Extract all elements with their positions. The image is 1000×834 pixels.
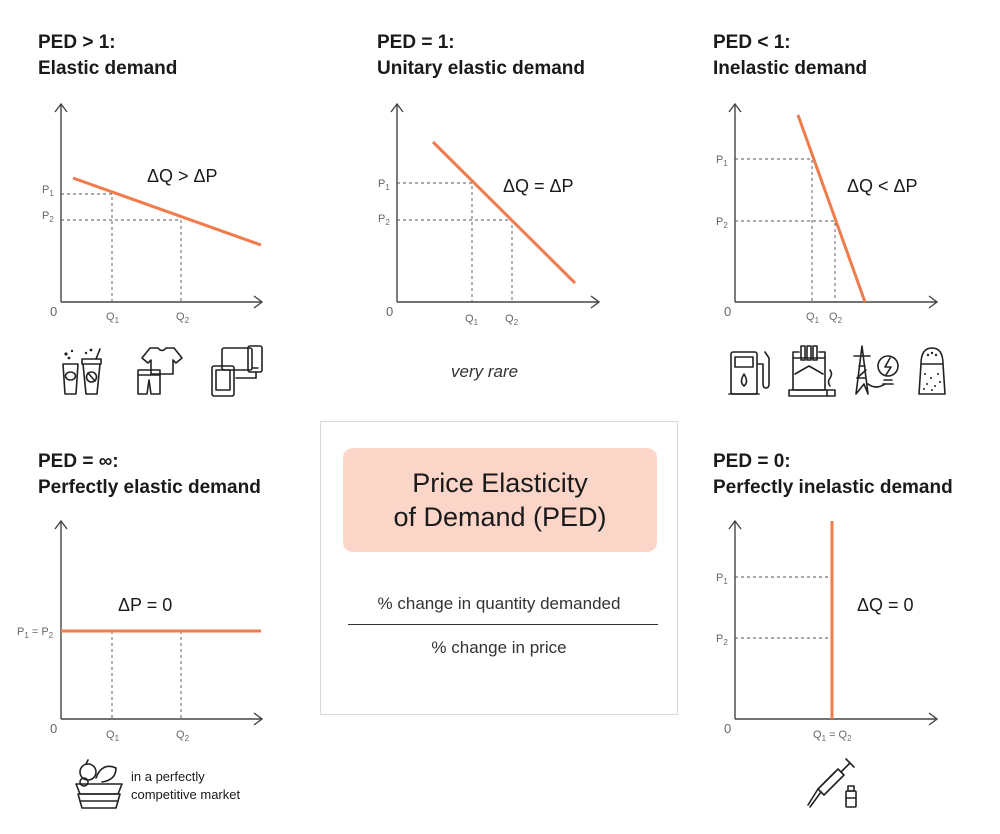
market-note-line2: competitive market — [131, 787, 241, 802]
clothing-icon — [134, 344, 184, 396]
elastic-panel-title: PED > 1: Elastic demand — [38, 30, 177, 82]
perfectly-inelastic-q-label: Q1 = Q2 — [813, 729, 852, 743]
elastic-p2-guide — [61, 219, 182, 302]
perfectly-inelastic-y-axis-arrow — [728, 519, 742, 530]
electricity-icon — [852, 344, 904, 398]
inelastic-origin-label: 0 — [724, 304, 731, 319]
ped-fraction-bar — [348, 624, 658, 625]
perfectly-inelastic-ped-label: PED = 0: — [713, 451, 791, 472]
unitary-ped-label: PED = 1: — [377, 32, 455, 53]
perfectly-inelastic-p2-label: P2 — [716, 633, 728, 647]
elastic-demand-curve — [72, 176, 262, 247]
unitary-origin-label: 0 — [386, 304, 393, 319]
perfectly-inelastic-origin-label: 0 — [724, 721, 731, 736]
elastic-relation-label: ΔQ > ΔP — [147, 166, 218, 186]
electronics-devices-icon — [208, 344, 266, 398]
inelastic-relation-label: ΔQ < ΔP — [847, 176, 918, 196]
unitary-p2-guide — [397, 219, 513, 302]
ped-numerator: % change in quantity demanded — [377, 594, 621, 613]
perfectly-elastic-q1-label: Q1 — [106, 729, 120, 743]
unitary-y-axis-arrow — [390, 102, 404, 113]
ped-title-box: Price Elasticity of Demand (PED) — [343, 448, 657, 552]
unitary-demand-label: Unitary elastic demand — [377, 58, 586, 79]
elastic-x-axis-arrow — [253, 295, 264, 309]
ped-denominator: % change in price — [431, 638, 567, 657]
market-note-line1: in a perfectly — [131, 769, 205, 784]
unitary-note: very rare — [451, 362, 519, 381]
unitary-x-axis-arrow — [590, 295, 601, 309]
cigarettes-icon — [787, 344, 837, 398]
perfectly-elastic-ped-label: PED = ∞: — [38, 451, 119, 472]
perfectly-elastic-panel-title: PED = ∞: Perfectly elastic demand — [38, 449, 261, 501]
inelastic-y-axis-arrow — [728, 102, 742, 113]
inelastic-x-axis-arrow — [928, 295, 939, 309]
inelastic-q2-label: Q2 — [829, 311, 843, 325]
inelastic-p1-label: P1 — [716, 154, 728, 168]
perfectly-elastic-y-axis-arrow — [54, 519, 68, 530]
unitary-p1-label: P1 — [378, 178, 390, 192]
elastic-q1-label: Q1 — [106, 311, 120, 325]
inelastic-ped-label: PED < 1: — [713, 32, 791, 53]
perfectly-elastic-demand-label: Perfectly elastic demand — [38, 477, 261, 498]
unitary-panel-title: PED = 1: Unitary elastic demand — [377, 30, 585, 82]
perfectly-inelastic-panel-title: PED = 0: Perfectly inelastic demand — [713, 449, 953, 501]
elastic-demand-label: Elastic demand — [38, 58, 178, 79]
elastic-origin-label: 0 — [50, 304, 57, 319]
perfectly-inelastic-demand-label: Perfectly inelastic demand — [713, 477, 953, 498]
salt-shaker-icon — [913, 344, 951, 398]
unitary-p2-label: P2 — [378, 213, 390, 227]
perfectly-elastic-p-label: P1 = P2 — [17, 626, 54, 640]
market-note: in a perfectly competitive market — [131, 768, 240, 804]
inelastic-p1-guide — [735, 158, 813, 302]
perfectly-elastic-x-axis-arrow — [253, 712, 264, 726]
perfectly-elastic-relation-label: ΔP = 0 — [118, 595, 172, 615]
unitary-p1-guide — [397, 182, 473, 302]
perfectly-inelastic-p1-label: P1 — [716, 572, 728, 586]
inelastic-p2-label: P2 — [716, 216, 728, 230]
perfectly-elastic-origin-label: 0 — [50, 721, 57, 736]
perfectly-elastic-q2-label: Q2 — [176, 729, 190, 743]
ped-formula-box: Price Elasticity of Demand (PED) % chang… — [320, 421, 678, 715]
ped-title-line2: of Demand (PED) — [393, 502, 607, 532]
unitary-relation-label: ΔQ = ΔP — [503, 176, 574, 196]
unitary-q2-label: Q2 — [505, 313, 519, 327]
unitary-q1-label: Q1 — [465, 313, 479, 327]
elastic-q2-label: Q2 — [176, 311, 190, 325]
soft-drinks-icon — [58, 346, 108, 396]
perfectly-inelastic-relation-label: ΔQ = 0 — [857, 595, 914, 615]
perfectly-inelastic-x-axis-arrow — [928, 712, 939, 726]
ped-title-line1: Price Elasticity — [412, 468, 588, 498]
fuel-pump-icon — [727, 344, 773, 398]
fruit-basket-icon — [72, 758, 126, 810]
syringe-vaccine-icon — [804, 757, 860, 811]
elastic-p1-guide — [61, 193, 113, 302]
inelastic-panel-title: PED < 1: Inelastic demand — [713, 30, 867, 82]
elastic-ped-label: PED > 1: — [38, 32, 116, 53]
inelastic-demand-curve — [796, 114, 867, 303]
elastic-p2-label: P2 — [42, 210, 54, 224]
inelastic-p2-guide — [735, 220, 836, 302]
inelastic-demand-label: Inelastic demand — [713, 58, 868, 79]
inelastic-q1-label: Q1 — [806, 311, 820, 325]
elastic-p1-label: P1 — [42, 184, 54, 198]
unitary-demand-curve — [431, 140, 577, 285]
elastic-y-axis-arrow — [54, 102, 68, 113]
